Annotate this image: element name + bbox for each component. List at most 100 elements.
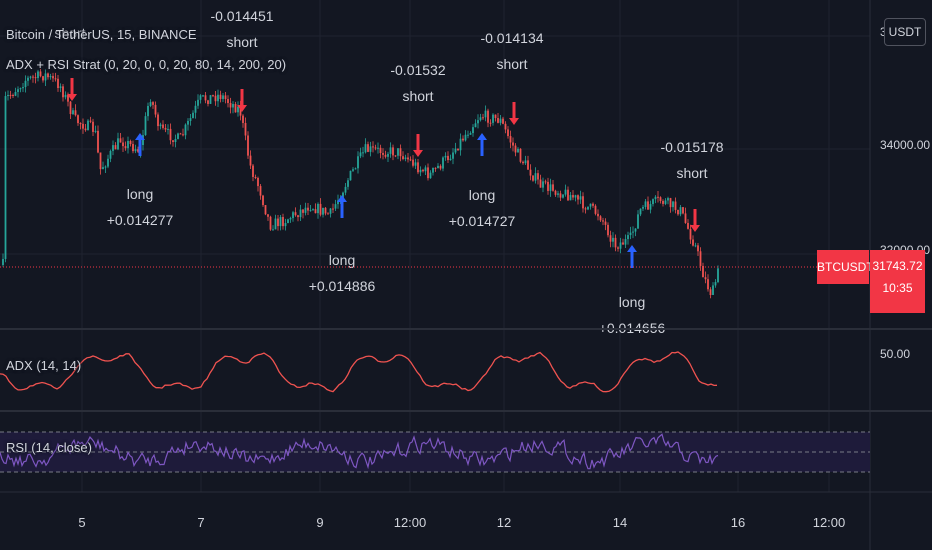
- candle-body: [269, 216, 272, 230]
- candle-body: [94, 130, 97, 132]
- candle-body: [169, 128, 172, 141]
- candle-body: [484, 110, 487, 118]
- candle-body: [39, 71, 42, 77]
- candle-body: [622, 242, 624, 245]
- candle-body: [272, 229, 274, 231]
- candle-body: [224, 95, 227, 100]
- candle-body: [529, 169, 532, 176]
- trade-long-marker[interactable]: long+0.014656: [599, 245, 666, 336]
- time-tick-label: 16: [731, 515, 745, 530]
- candle-body: [387, 153, 389, 157]
- last-price-value: 31743.72: [872, 259, 923, 273]
- trade-short-marker[interactable]: -0.014451 short: [210, 8, 274, 112]
- currency-selector[interactable]: USDT: [884, 18, 926, 46]
- candle-body: [337, 200, 339, 205]
- candle-body: [599, 216, 602, 221]
- candle-body: [439, 165, 442, 169]
- candle-body: [597, 213, 599, 217]
- adx-line: [0, 351, 718, 393]
- candle-body: [264, 205, 267, 215]
- candle-body: [444, 155, 447, 158]
- candle-body: [294, 212, 297, 216]
- candle-body: [344, 186, 347, 193]
- candle-body: [454, 148, 457, 153]
- trade-short-marker[interactable]: -0.015178 short: [660, 139, 724, 232]
- candle-body: [644, 201, 647, 207]
- candle-body: [172, 140, 174, 143]
- candle-body: [682, 207, 684, 214]
- candle-body: [282, 217, 284, 227]
- candle-body: [499, 118, 502, 123]
- candle-body: [397, 148, 399, 156]
- candle-body: [399, 148, 402, 157]
- candle-body: [22, 87, 24, 89]
- candle-body: [434, 167, 437, 169]
- price-tick-label: 34000.00: [880, 138, 930, 152]
- symbol-title[interactable]: Bitcoin / TetherUS, 15, BINANCE: [6, 27, 197, 42]
- candle-body: [144, 116, 147, 136]
- time-tick-label: 12:00: [813, 515, 846, 530]
- candle-body: [582, 196, 584, 209]
- candle-body: [307, 207, 309, 211]
- candle-body: [89, 120, 92, 122]
- candle-body: [289, 218, 292, 220]
- trade-long-marker[interactable]: long +0.014886: [309, 195, 376, 294]
- adx-pane-label[interactable]: ADX (14, 14): [6, 358, 82, 373]
- candle-body: [699, 251, 702, 266]
- candle-body: [324, 207, 327, 214]
- candle-body: [627, 235, 629, 240]
- candle-body: [342, 192, 344, 200]
- candle-body: [674, 201, 677, 210]
- candle-body: [14, 91, 17, 96]
- candle-body: [232, 104, 234, 108]
- trade-short-marker[interactable]: short: [54, 25, 86, 101]
- trade-short-marker[interactable]: -0.01532 short: [390, 62, 446, 157]
- candle-body: [297, 215, 299, 218]
- candle-body: [564, 189, 567, 195]
- candle-body: [489, 122, 492, 124]
- candle-body: [354, 168, 357, 170]
- candle-body: [679, 207, 682, 215]
- strategy-label[interactable]: ADX + RSI Strat (0, 20, 0, 0, 20, 80, 14…: [6, 57, 287, 72]
- candle-body: [447, 155, 449, 161]
- time-tick-label: 9: [316, 515, 323, 530]
- candle-body: [664, 200, 667, 204]
- candle-body: [517, 148, 519, 153]
- candle-body: [537, 173, 539, 180]
- candle-body: [584, 208, 587, 210]
- last-price-badge: 31743.72 10:35: [870, 250, 925, 313]
- candle-body: [274, 218, 277, 230]
- candle-body: [177, 133, 179, 139]
- trade-short-marker[interactable]: -0.014134 short: [480, 30, 544, 125]
- trade-label: short: [676, 165, 707, 181]
- candle-body: [609, 235, 612, 242]
- bar-countdown: 10:35: [882, 281, 913, 295]
- candle-body: [704, 277, 707, 280]
- candle-body: [72, 110, 74, 115]
- candle-body: [619, 242, 622, 249]
- trade-label: short: [226, 34, 257, 50]
- candle-body: [407, 157, 409, 160]
- candle-body: [702, 265, 704, 278]
- trade-long-marker[interactable]: long +0.014277: [107, 133, 174, 228]
- candlestick-series: [2, 68, 719, 299]
- candle-body: [134, 149, 137, 152]
- candle-body: [109, 150, 112, 159]
- candle-body: [244, 122, 247, 136]
- candle-body: [424, 167, 427, 172]
- candle-body: [452, 152, 454, 159]
- rsi-pane-label[interactable]: RSI (14, close): [6, 440, 92, 455]
- candle-body: [522, 161, 524, 164]
- trade-long-marker[interactable]: long +0.014727: [449, 133, 516, 229]
- candle-body: [574, 195, 577, 198]
- candle-body: [659, 197, 662, 201]
- candle-body: [257, 177, 259, 187]
- candle-body: [44, 73, 47, 81]
- candle-body: [7, 94, 9, 97]
- candle-body: [207, 100, 209, 104]
- candle-body: [527, 160, 529, 170]
- candle-body: [632, 231, 634, 233]
- candle-body: [459, 138, 462, 151]
- candle-body: [329, 208, 332, 214]
